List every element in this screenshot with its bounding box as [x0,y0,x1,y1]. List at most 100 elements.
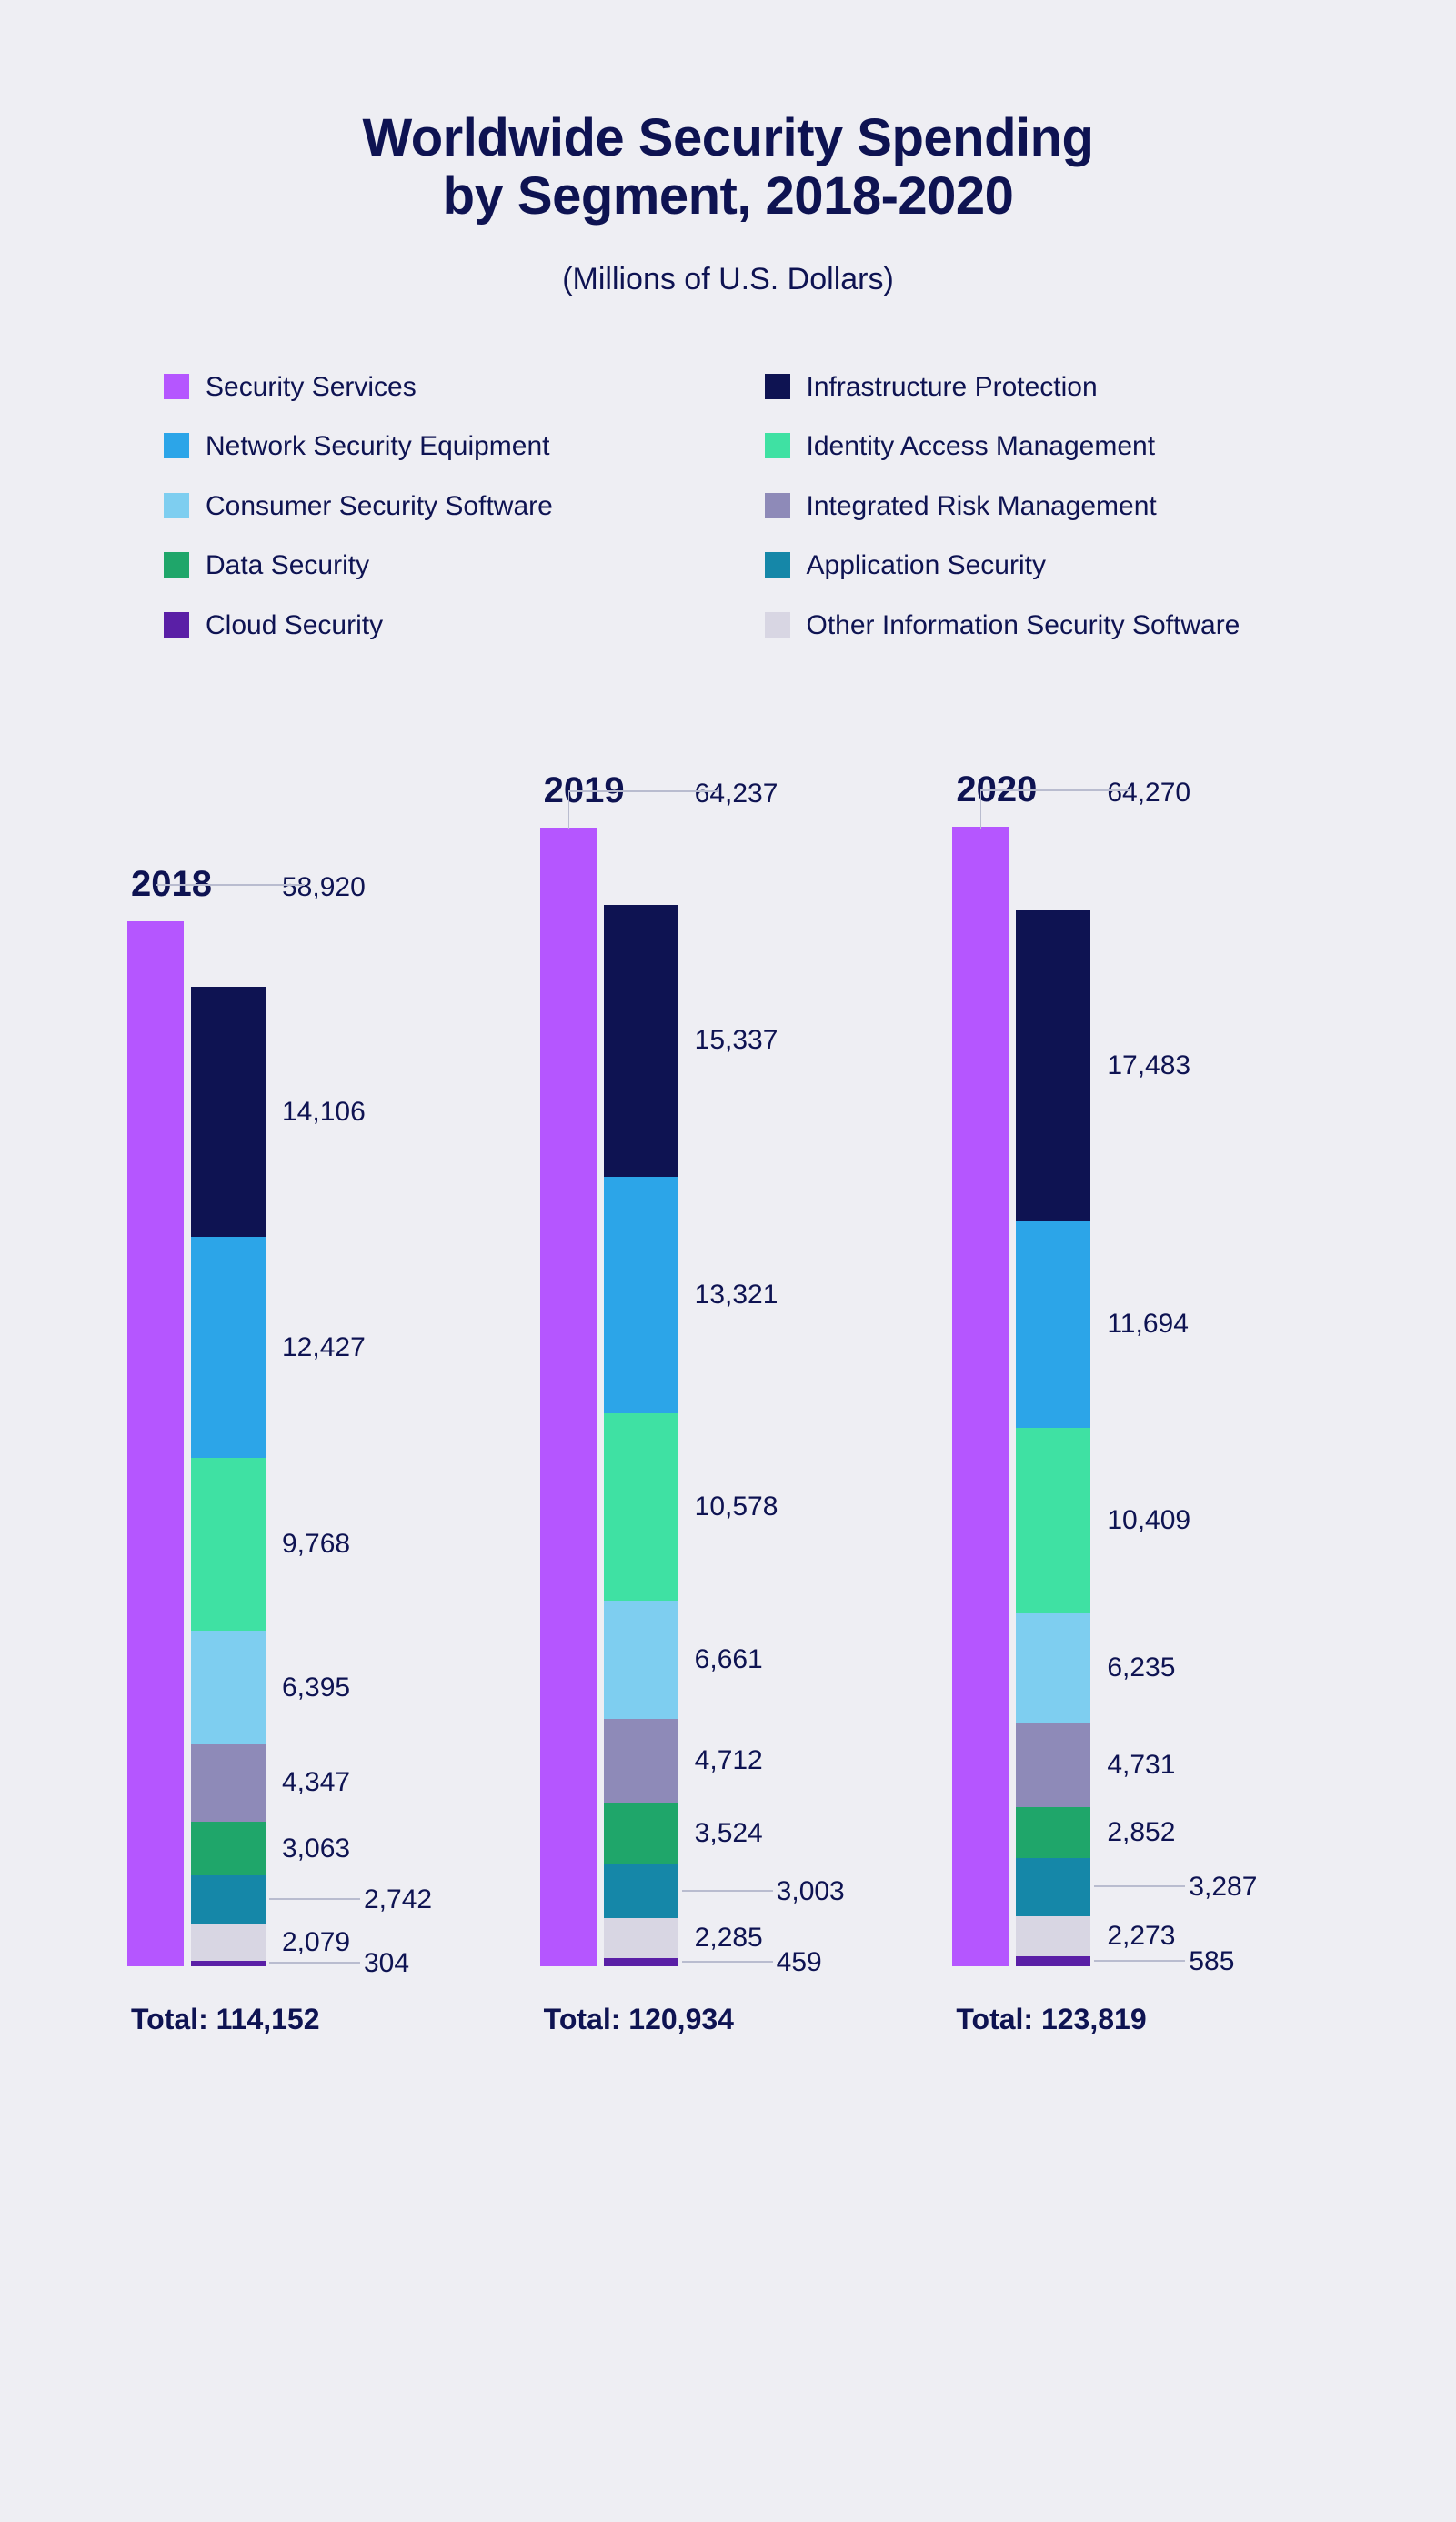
stack-segment: 10,578 [604,1413,678,1601]
legend-swatch [164,433,189,458]
segment-value: 6,235 [1107,1653,1175,1683]
segment-value: 3,287 [1189,1872,1257,1903]
legend-label: Cloud Security [206,608,383,643]
year-column: 202064,27017,48311,69410,4096,2354,7312,… [952,769,1329,2036]
title-line-1: Worldwide Security Spending [363,108,1094,167]
stack-segment: 6,661 [604,1601,678,1719]
stack-segment: 2,742 [191,1875,266,1924]
main-bar [952,827,1009,1966]
segment-value: 15,337 [695,1025,778,1056]
segment-value: 2,742 [364,1884,432,1915]
legend-swatch [164,612,189,638]
segment-value: 11,694 [1107,1309,1189,1340]
segment-value: 2,079 [282,1927,350,1958]
bar-wrap: 58,92014,10612,4279,7686,3954,3473,0632,… [127,921,504,1966]
year-column: 201964,23715,33713,32110,5786,6614,7123,… [540,770,917,2037]
stack-segment: 3,524 [604,1803,678,1865]
segment-value: 304 [364,1948,409,1979]
legend-swatch [765,374,790,399]
stack-segment: 14,106 [191,987,266,1237]
legend-label: Integrated Risk Management [807,489,1157,524]
stack-column: 14,10612,4279,7686,3954,3473,0632,7422,0… [191,987,266,1966]
stack-segment: 4,347 [191,1744,266,1822]
leader-line [1094,1885,1185,1887]
leader-line [269,1898,360,1900]
legend-swatch [164,552,189,578]
stack-segment: 17,483 [1016,910,1090,1221]
leader-line [156,881,305,923]
segment-value: 14,106 [282,1097,366,1128]
stack-segment: 6,395 [191,1631,266,1744]
stack-segment: 459 [604,1958,678,1966]
legend-label: Network Security Equipment [206,429,550,464]
legend-item: Security Services [164,370,692,405]
legend-swatch [765,493,790,518]
stack-segment: 4,731 [1016,1723,1090,1807]
stack-segment: 13,321 [604,1177,678,1413]
segment-value: 17,483 [1107,1050,1190,1081]
segment-value: 3,003 [777,1876,845,1907]
title-line-2: by Segment, 2018-2020 [443,166,1014,226]
stack-segment: 304 [191,1961,266,1966]
stack-segment: 2,273 [1016,1916,1090,1956]
legend-swatch [765,612,790,638]
legend-label: Other Information Security Software [807,608,1240,643]
year-column: 201858,92014,10612,4279,7686,3954,3473,0… [127,864,504,2036]
segment-value: 459 [777,1947,822,1978]
stack-segment: 3,003 [604,1864,678,1918]
segment-value: 3,063 [282,1834,350,1864]
segment-value: 585 [1189,1946,1234,1977]
main-bar [540,828,597,1967]
stack-segment: 9,768 [191,1458,266,1631]
stack-column: 15,33713,32110,5786,6614,7123,5243,0032,… [604,905,678,1967]
stack-segment: 12,427 [191,1237,266,1457]
segment-value: 2,285 [695,1923,763,1954]
stack-segment: 4,712 [604,1719,678,1803]
legend-label: Data Security [206,548,369,583]
stack-segment: 3,063 [191,1822,266,1876]
legend: Security Services Infrastructure Protecti… [164,370,1292,643]
legend-item: Other Information Security Software [765,608,1293,643]
legend-item: Consumer Security Software [164,489,692,524]
legend-label: Infrastructure Protection [807,370,1098,405]
year-total: Total: 120,934 [544,2003,734,2036]
segment-value: 10,578 [695,1492,778,1522]
segment-value: 4,347 [282,1767,350,1798]
segment-value: 2,852 [1107,1817,1175,1848]
chart-subtitle: (Millions of U.S. Dollars) [127,262,1329,297]
stack-segment: 15,337 [604,905,678,1177]
segment-value: 6,395 [282,1673,350,1703]
segment-value: 13,321 [695,1280,778,1311]
leader-line [682,1961,773,1963]
leader-line [1094,1960,1185,1962]
legend-item: Infrastructure Protection [765,370,1293,405]
bar-wrap: 64,27017,48311,69410,4096,2354,7312,8523… [952,827,1329,1966]
stack-segment: 2,852 [1016,1807,1090,1858]
leader-line [269,1962,360,1964]
segment-value: 10,409 [1107,1505,1190,1536]
leader-line [980,787,1130,829]
segment-value: 4,712 [695,1745,763,1776]
stack-segment: 6,235 [1016,1613,1090,1723]
segment-value: 4,731 [1107,1750,1175,1781]
legend-swatch [765,433,790,458]
legend-swatch [765,552,790,578]
stack-segment: 2,285 [604,1918,678,1959]
segment-value: 12,427 [282,1332,366,1363]
legend-item: Integrated Risk Management [765,489,1293,524]
legend-label: Application Security [807,548,1046,583]
legend-swatch [164,493,189,518]
segment-value: 9,768 [282,1529,350,1560]
main-bar [127,921,184,1966]
stack-segment: 10,409 [1016,1428,1090,1613]
legend-item: Network Security Equipment [164,429,692,464]
year-total: Total: 114,152 [131,2003,320,2036]
legend-swatch [164,374,189,399]
year-total: Total: 123,819 [956,2003,1146,2036]
leader-line [682,1890,773,1892]
legend-label: Identity Access Management [807,429,1156,464]
segment-value: 3,524 [695,1818,763,1849]
stack-segment: 585 [1016,1956,1090,1966]
stack-segment: 3,287 [1016,1858,1090,1916]
stack-column: 17,48311,69410,4096,2354,7312,8523,2872,… [1016,910,1090,1966]
